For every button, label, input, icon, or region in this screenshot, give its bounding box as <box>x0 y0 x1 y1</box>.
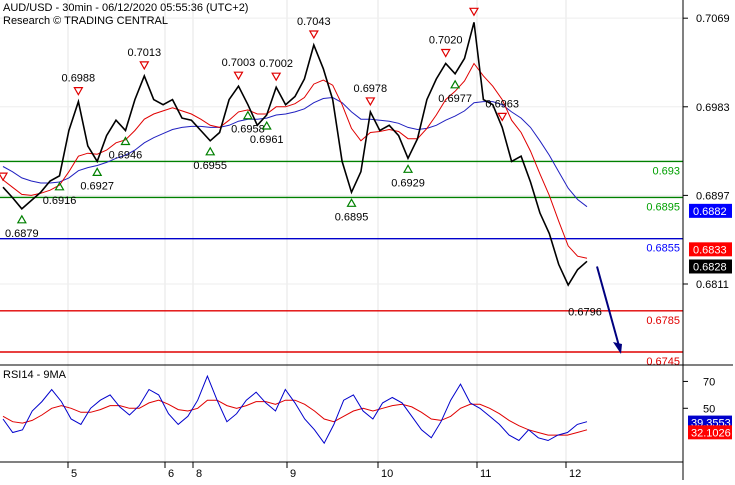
x-tick-label: 11 <box>480 468 491 480</box>
price-badge-label: 0.6882 <box>693 206 727 218</box>
swing-high-label: 0.6978 <box>354 83 388 95</box>
level-label: 0.6785 <box>646 315 680 327</box>
swing-low-label: 0.6946 <box>109 149 143 161</box>
chart-title: AUD/USD - 30min - 06/12/2020 05:55:36 (U… <box>3 2 248 14</box>
swing-low-marker <box>16 214 27 224</box>
x-tick-label: 12 <box>569 468 581 480</box>
x-tick-label: 6 <box>168 468 174 480</box>
swing-low-marker <box>402 164 414 173</box>
swing-high-label: 0.6963 <box>485 98 519 110</box>
level-label: 0.6855 <box>646 243 680 255</box>
swing-low-label: 0.6958 <box>231 124 265 136</box>
swing-high-marker <box>73 87 84 96</box>
price-badge-ma-slow <box>689 203 732 218</box>
level-label: 0.6895 <box>646 201 680 213</box>
y-tick-label: 0.6983 <box>696 102 730 114</box>
swing-low-marker <box>120 136 131 146</box>
swing-high-label: 0.7013 <box>127 47 161 59</box>
swing-high-marker <box>271 72 282 82</box>
x-tick-label: 8 <box>196 468 202 480</box>
swing-high-label: 0.7020 <box>429 35 463 47</box>
swing-high-marker <box>468 7 480 17</box>
swing-low-label: 0.6895 <box>335 211 369 223</box>
swing-high-label: 0.7043 <box>297 16 331 28</box>
swing-high-label: 0.7003 <box>222 57 256 69</box>
rsi-line <box>2 374 588 445</box>
rsi-badge-label: 32.1026 <box>691 427 731 439</box>
swing-high-marker <box>0 172 9 182</box>
projection-arrow-line <box>596 266 620 347</box>
low-label: 0.6796 <box>568 306 602 318</box>
swing-low-label: 0.6879 <box>5 228 39 240</box>
rsi-title: RSI14 - 9MA <box>3 369 67 381</box>
swing-high-label: 0.6988 <box>62 73 96 85</box>
swing-low-marker <box>54 181 65 191</box>
x-tick-label: 9 <box>290 468 296 480</box>
y-tick-label: 0.6897 <box>696 190 730 202</box>
rsi-ma-line <box>2 399 588 436</box>
projection-arrowhead <box>613 342 622 354</box>
swing-low-marker <box>450 79 461 89</box>
swing-high-marker <box>139 61 150 71</box>
price-badge-ma-fast <box>689 242 732 257</box>
swing-low-marker <box>242 110 253 120</box>
x-tick-label: 10 <box>381 468 393 480</box>
level-label: 0.6745 <box>646 356 680 368</box>
swing-low-label: 0.6916 <box>43 195 77 207</box>
price-badge-label: 0.6833 <box>693 244 727 256</box>
swing-low-label: 0.6955 <box>193 160 227 172</box>
x-tick-label: 5 <box>71 468 77 480</box>
swing-low-label: 0.6927 <box>80 180 114 192</box>
swing-high-marker <box>440 48 451 58</box>
swing-low-label: 0.6977 <box>438 93 472 105</box>
swing-low-marker <box>205 146 216 156</box>
level-label: 0.693 <box>652 165 680 177</box>
swing-high-label: 0.7002 <box>259 58 293 70</box>
rsi-badge-ma <box>688 425 732 440</box>
swing-low-marker <box>346 198 357 207</box>
swing-low-marker <box>92 167 103 176</box>
swing-high-marker <box>365 97 376 107</box>
swing-high-marker <box>497 112 508 122</box>
ma-slow-line <box>2 96 588 208</box>
y-tick-label: 0.6811 <box>696 279 729 291</box>
chart-subtitle: Research © TRADING CENTRAL <box>3 15 168 27</box>
swing-low-marker <box>261 120 272 130</box>
swing-high-marker <box>308 30 319 40</box>
rsi-tick-label: 50 <box>703 403 715 415</box>
swing-high-marker <box>233 71 244 81</box>
rsi-tick-label: 70 <box>703 376 715 388</box>
price-badge-label: 0.6828 <box>693 261 727 273</box>
price-badge-current <box>689 259 732 274</box>
swing-low-label: 0.6961 <box>250 134 284 146</box>
swing-low-label: 0.6929 <box>391 177 425 189</box>
price-line <box>2 22 588 287</box>
y-tick-label: 0.7069 <box>696 13 730 25</box>
